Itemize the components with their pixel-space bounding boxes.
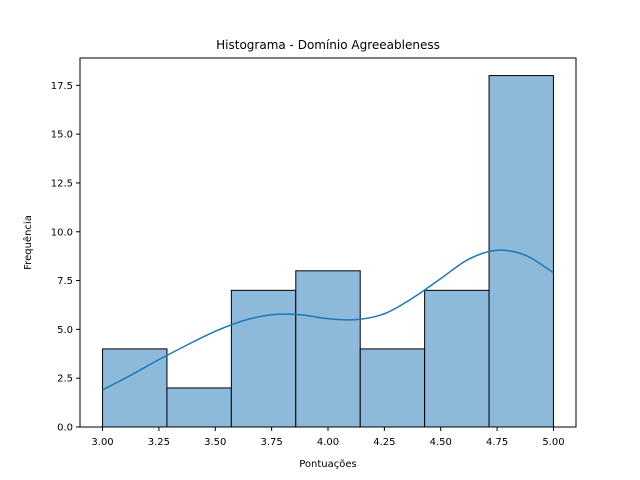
x-axis-ticks: 3.00 3.25 3.50 3.75 4.00 4.25 4.50 4.75 5.00 — [91, 427, 565, 448]
y-tick-label: 5.0 — [57, 325, 73, 336]
y-tick-label: 17.5 — [51, 81, 73, 92]
x-tick-label: 3.75 — [261, 437, 283, 448]
x-tick-label: 3.00 — [91, 437, 113, 448]
x-tick-label: 3.50 — [204, 437, 226, 448]
histogram-bar-3 — [230, 289, 297, 428]
histogram-bar-7 — [488, 75, 554, 428]
y-tick-label: 10.0 — [51, 227, 73, 238]
histogram-bar-2 — [166, 387, 232, 428]
x-tick-label: 4.50 — [430, 437, 452, 448]
histogram-bars — [102, 75, 554, 428]
histogram-bar-6 — [424, 289, 490, 428]
x-tick-label: 3.25 — [148, 437, 170, 448]
y-axis-ticks: 0.0 2.5 5.0 7.5 10.0 12.5 15.0 17.5 — [51, 81, 80, 434]
y-tick-label: 15.0 — [51, 130, 73, 141]
y-tick-label: 2.5 — [57, 374, 73, 385]
y-tick-label: 0.0 — [57, 423, 73, 434]
y-tick-label: 7.5 — [57, 276, 73, 287]
y-tick-label: 12.5 — [51, 178, 73, 189]
histogram-bar-5 — [359, 348, 426, 428]
x-axis-label: Pontuações — [299, 459, 357, 470]
kde-curve — [102, 249, 554, 391]
histogram-bar-4 — [295, 270, 361, 428]
x-tick-label: 4.00 — [317, 437, 339, 448]
y-axis-label: Frequência — [22, 215, 34, 270]
chart-title: Histograma - Domínio Agreeableness — [216, 38, 440, 52]
x-tick-label: 4.25 — [373, 437, 395, 448]
x-tick-label: 5.00 — [542, 437, 564, 448]
x-tick-label: 4.75 — [486, 437, 508, 448]
